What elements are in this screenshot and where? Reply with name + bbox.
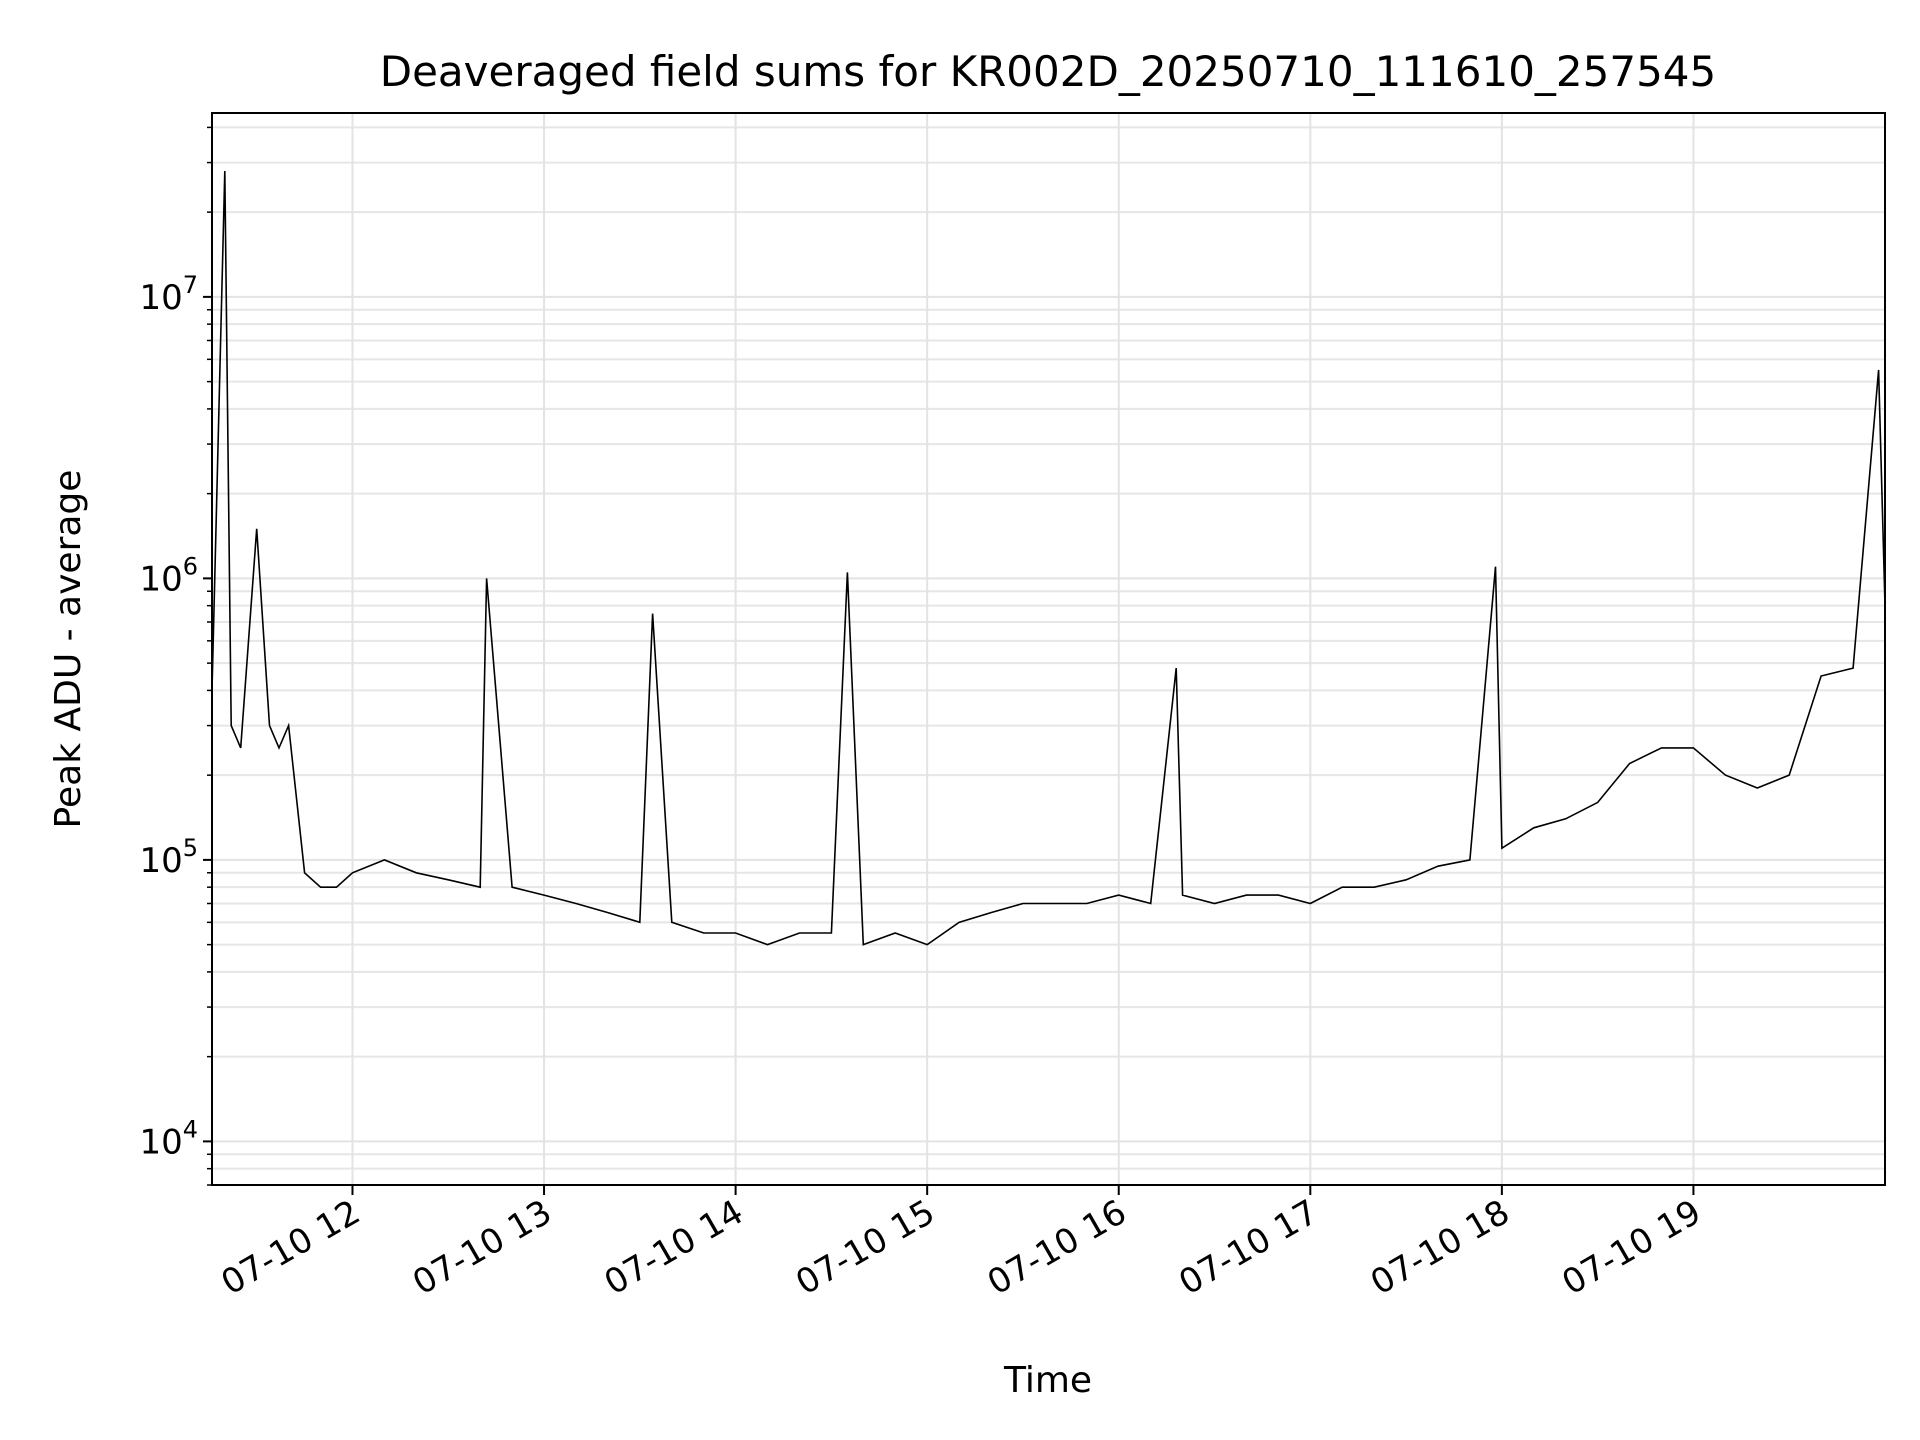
plot-frame bbox=[211, 112, 1886, 1186]
y-axis-label: Peak ADU - average bbox=[48, 470, 89, 829]
minor-gridlines bbox=[212, 126, 1885, 1186]
series-line bbox=[211, 170, 1886, 946]
x-axis-label: Time bbox=[1003, 1360, 1092, 1401]
y-tick-label: 107 bbox=[139, 271, 198, 318]
y-axis-ticks: 104 105 106 107 bbox=[139, 126, 212, 1186]
major-gridlines bbox=[212, 113, 1885, 1185]
y-tick-label: 105 bbox=[139, 834, 198, 881]
series-layer bbox=[211, 170, 1886, 946]
chart-title: Deaveraged field sums for KR002D_2025071… bbox=[380, 47, 1717, 96]
y-tick-label: 104 bbox=[139, 1115, 198, 1162]
y-tick-label: 106 bbox=[139, 552, 198, 599]
